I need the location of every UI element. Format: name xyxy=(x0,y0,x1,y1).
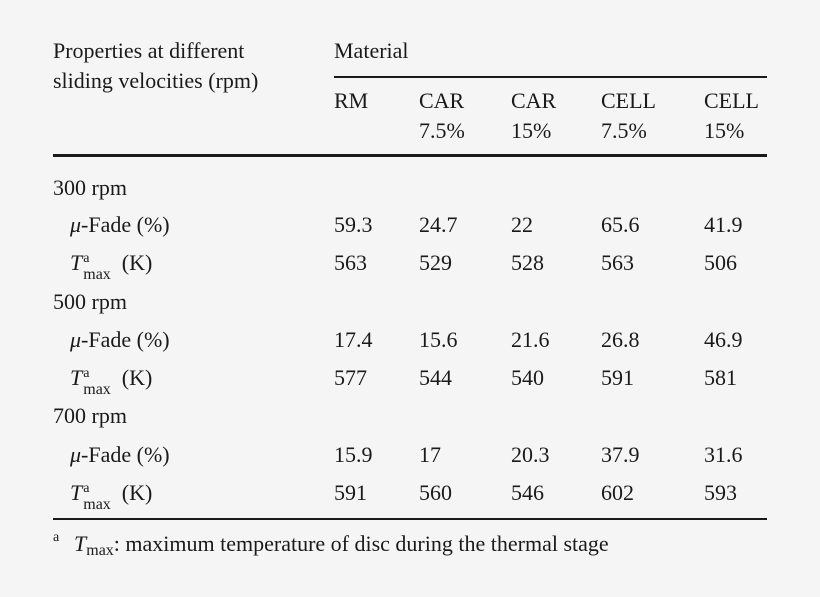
mu-symbol: μ xyxy=(70,212,82,237)
cell-fade-300-cell75: 65.6 xyxy=(601,212,640,237)
cell-tmax-700-cell15: 593 xyxy=(704,480,737,505)
col-header-cell-15-line2: 15% xyxy=(704,118,745,143)
cell-tmax-700-rm: 591 xyxy=(334,480,367,505)
col-header-car-7-5-line2: 7.5% xyxy=(419,118,465,143)
row-label-fade-700: μ-Fade (%) xyxy=(70,444,170,466)
cell-fade-500-rm: 17.4 xyxy=(334,327,373,352)
material-header: Material xyxy=(334,38,409,63)
cell-fade-500-car75: 15.6 xyxy=(419,327,458,352)
cell-tmax-500-car75: 544 xyxy=(419,365,452,390)
col-header-cell-7-5-line2: 7.5% xyxy=(601,118,647,143)
col-header-car-15-line1: CAR xyxy=(511,88,557,113)
cell-fade-500-car15: 21.6 xyxy=(511,327,550,352)
col-header-cell-7-5-line1: CELL xyxy=(601,88,656,113)
tmax-symbol: T xyxy=(70,480,83,505)
footnote-symbol: T xyxy=(74,531,87,556)
tmax-superscript: a xyxy=(83,366,90,381)
group-label-700: 700 rpm xyxy=(53,403,127,428)
mu-symbol: μ xyxy=(70,442,82,467)
mu-symbol: μ xyxy=(70,327,82,352)
group-label-500: 500 rpm xyxy=(53,289,127,314)
cell-fade-300-rm: 59.3 xyxy=(334,212,373,237)
cell-tmax-300-car75: 529 xyxy=(419,250,452,275)
tmax-symbol: T xyxy=(70,365,83,390)
cell-tmax-700-cell75: 602 xyxy=(601,480,634,505)
fade-label-text: -Fade (%) xyxy=(81,442,170,467)
fade-label-text: -Fade (%) xyxy=(81,327,170,352)
cell-tmax-500-cell15: 581 xyxy=(704,365,737,390)
cell-tmax-300-cell75: 563 xyxy=(601,250,634,275)
tmax-unit: (K) xyxy=(121,365,153,390)
cell-fade-500-cell15: 46.9 xyxy=(704,327,743,352)
cell-fade-300-car15: 22 xyxy=(511,212,533,237)
cell-fade-300-car75: 24.7 xyxy=(419,212,458,237)
row-label-fade-300: μ-Fade (%) xyxy=(70,214,170,236)
table-bottom-rule xyxy=(53,518,767,520)
fade-label-text: -Fade (%) xyxy=(81,212,170,237)
tmax-unit: (K) xyxy=(121,480,153,505)
tmax-subscript: max xyxy=(83,266,111,283)
col-header-cell-15-line1: CELL xyxy=(704,88,759,113)
cell-tmax-300-cell15: 506 xyxy=(704,250,737,275)
footnote-description: : maximum temperature of disc during the… xyxy=(113,531,609,556)
col-header-car-7-5-line1: CAR xyxy=(419,88,465,113)
cell-tmax-700-car15: 546 xyxy=(511,480,544,505)
cell-tmax-500-cell75: 591 xyxy=(601,365,634,390)
tmax-subscript: max xyxy=(83,381,111,398)
cell-fade-700-cell75: 37.9 xyxy=(601,442,640,467)
group-label-300: 300 rpm xyxy=(53,175,127,200)
cell-tmax-500-car15: 540 xyxy=(511,365,544,390)
footnote-subscript: max xyxy=(86,542,114,559)
tmax-unit: (K) xyxy=(121,250,153,275)
cell-fade-500-cell75: 26.8 xyxy=(601,327,640,352)
row-header-line2: sliding velocities (rpm) xyxy=(53,68,259,93)
cell-tmax-300-rm: 563 xyxy=(334,250,367,275)
header-bottom-rule xyxy=(53,154,767,157)
cell-fade-700-car75: 17 xyxy=(419,442,441,467)
cell-tmax-300-car15: 528 xyxy=(511,250,544,275)
tmax-symbol: T xyxy=(70,250,83,275)
footnote-marker: a xyxy=(53,530,60,545)
cell-fade-700-car15: 20.3 xyxy=(511,442,550,467)
row-header-line1: Properties at different xyxy=(53,38,245,63)
material-rule xyxy=(334,76,767,78)
tmax-superscript: a xyxy=(83,251,90,266)
row-label-fade-500: μ-Fade (%) xyxy=(70,329,170,351)
col-header-rm: RM xyxy=(334,88,369,113)
footnote-text: Tmax: maximum temperature of disc during… xyxy=(74,531,609,559)
cell-fade-300-cell15: 41.9 xyxy=(704,212,743,237)
cell-fade-700-rm: 15.9 xyxy=(334,442,373,467)
tmax-superscript: a xyxy=(83,481,90,496)
cell-fade-700-cell15: 31.6 xyxy=(704,442,743,467)
col-header-car-15-line2: 15% xyxy=(511,118,552,143)
cell-tmax-700-car75: 560 xyxy=(419,480,452,505)
tmax-subscript: max xyxy=(83,496,111,513)
cell-tmax-500-rm: 577 xyxy=(334,365,367,390)
